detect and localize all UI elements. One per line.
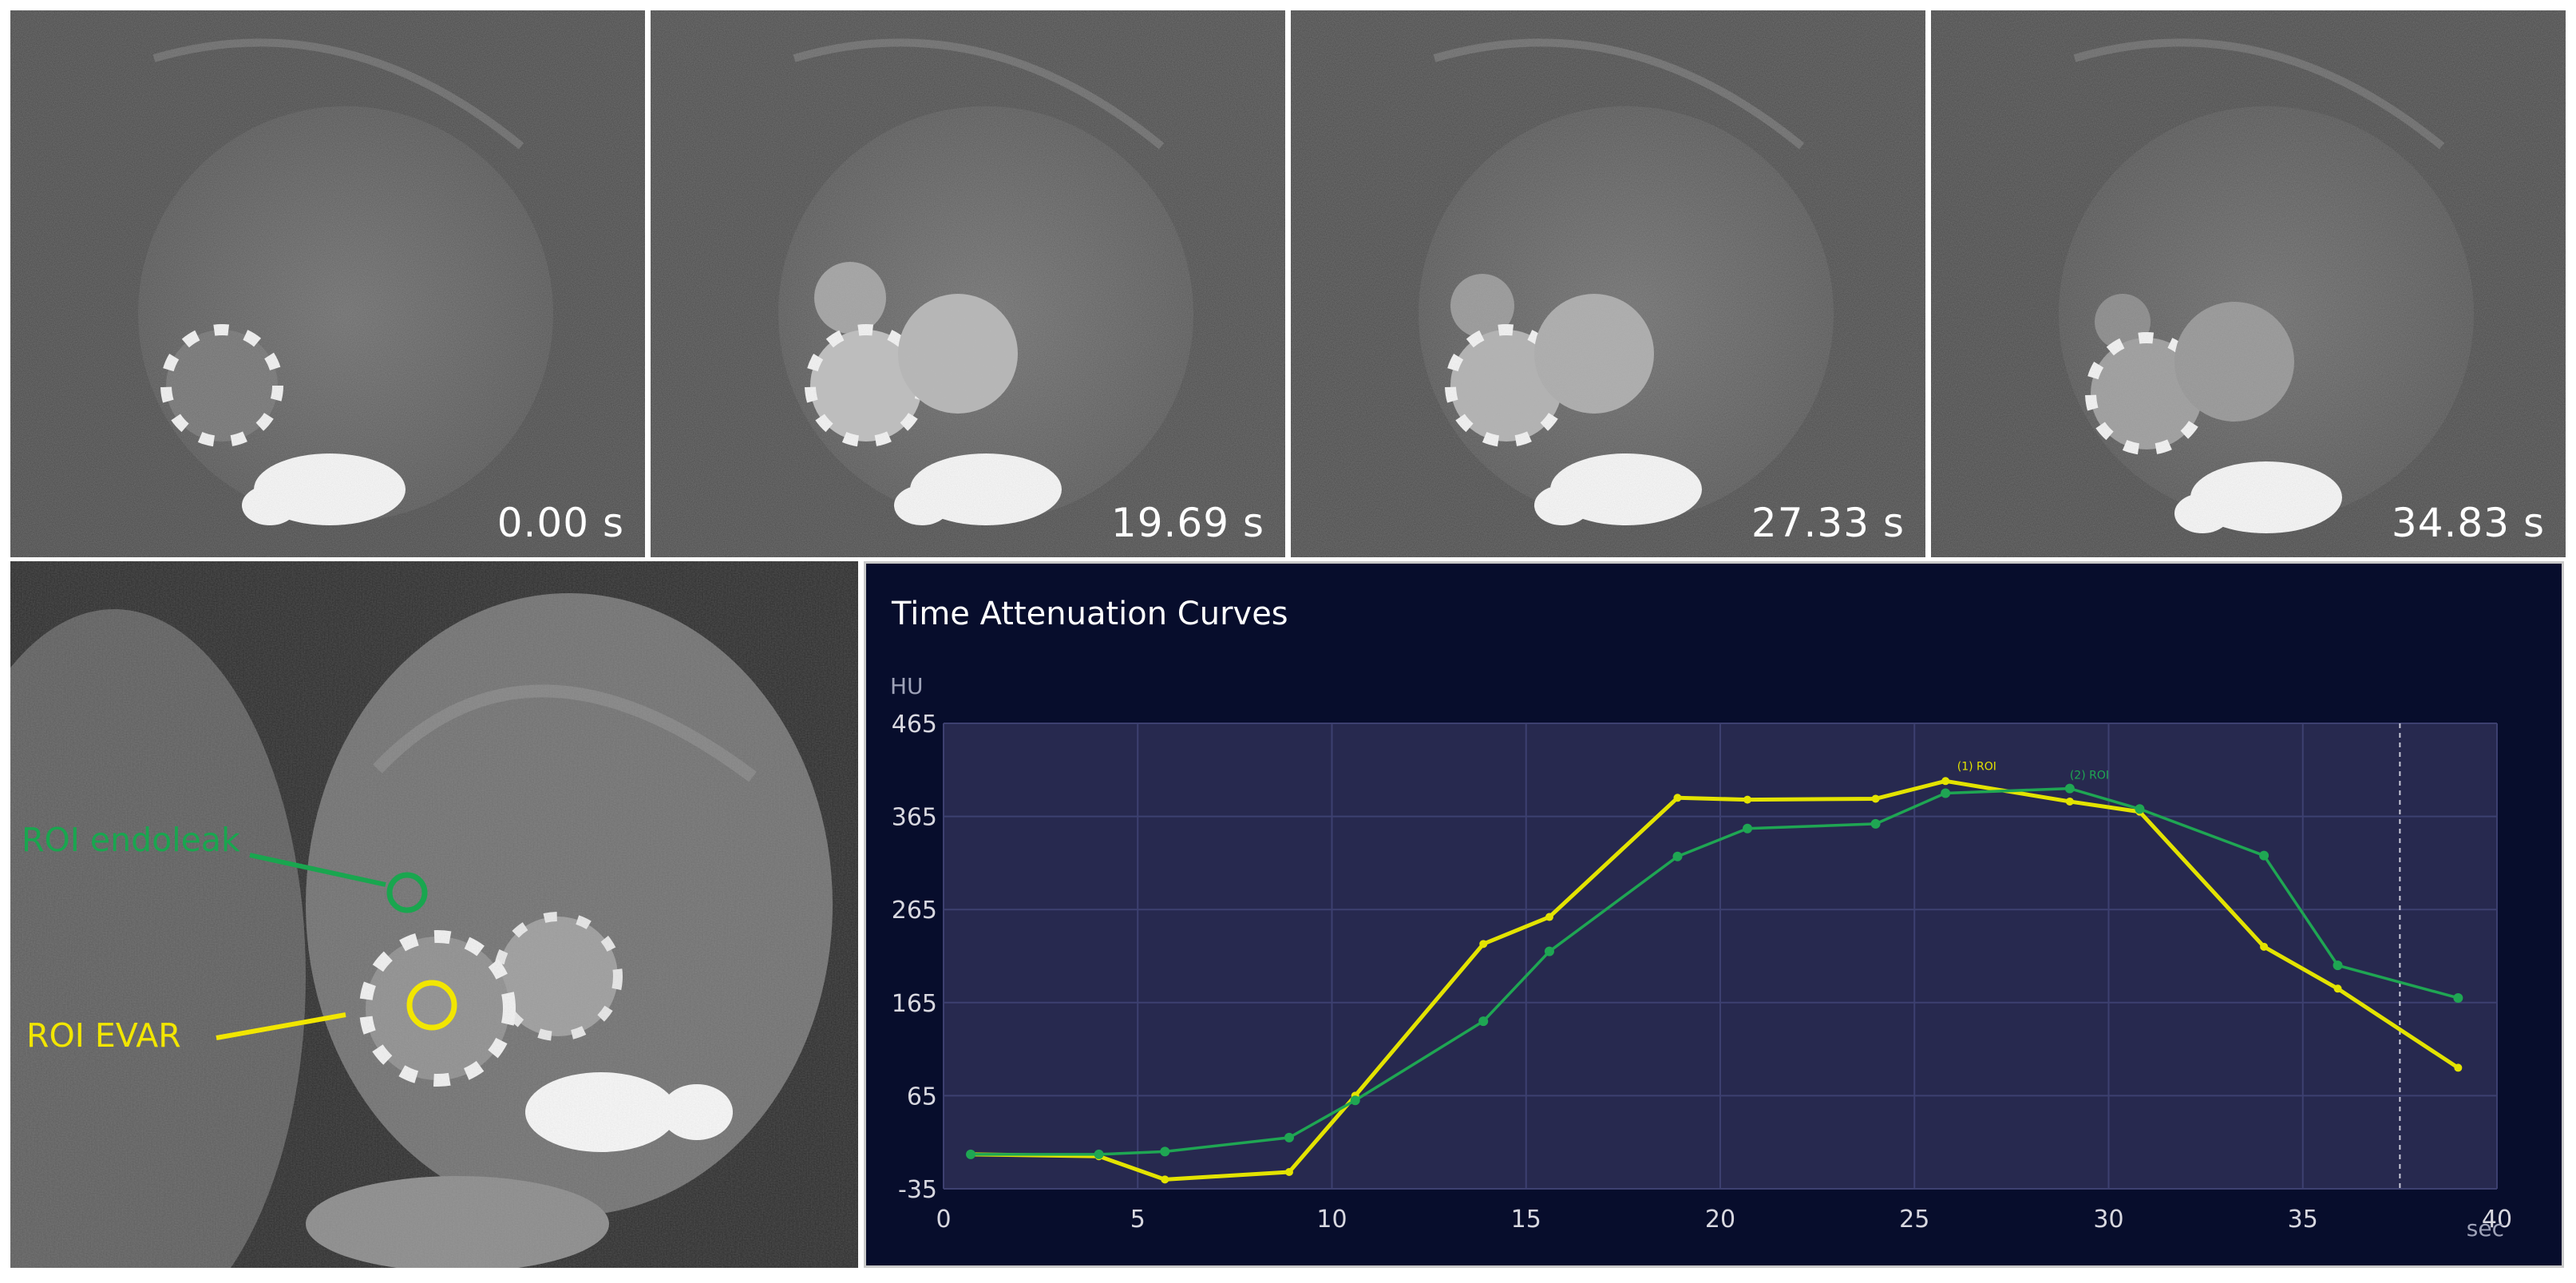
time-attenuation-chart: 0 5 10 15 20 25 30 35 40 -35 65 165 265 365 465 HU sec (1… [890,673,2512,1241]
ct-image [10,561,858,1268]
x-tick-label: 10 [1316,1206,1347,1234]
y-axis-label: HU [890,673,924,699]
y-tick-label: 265 [892,897,937,925]
y-tick-label: 65 [907,1083,937,1111]
x-tick-label: 25 [1899,1206,1929,1234]
data-point [1941,777,1950,786]
ct-frame-19s: 19.69 s [651,10,1285,557]
data-point [1284,1132,1294,1142]
ct-image [651,10,1285,557]
x-tick-label: 15 [1511,1206,1541,1234]
data-point [1743,823,1753,834]
data-point [1161,1175,1169,1184]
data-point [2260,942,2269,951]
data-point [1545,913,1553,921]
roi-marker-label: (1) ROI [1957,760,1996,773]
chart-title: Time Attenuation Curves [892,596,1288,632]
data-point [2259,850,2269,861]
frame-timestamp: 19.69 s [1110,500,1264,546]
data-point [1743,795,1752,804]
x-tick-label: 40 [2482,1206,2512,1234]
data-point [2333,960,2343,971]
roi-marker-label: (2) ROI [2070,770,2109,782]
ct-image [1291,10,1925,557]
x-tick-label: 30 [2093,1206,2123,1234]
x-tick-label: 20 [1705,1206,1735,1234]
data-point [1870,818,1881,829]
ct-frame-0s: 0.00 s [10,10,645,557]
ct-frame-34s: 34.83 s [1931,10,2566,557]
data-point [1871,794,1880,803]
roi-evar-circle [406,980,457,1031]
data-point [1350,1095,1360,1106]
data-point [1478,1016,1489,1027]
data-point [2135,804,2145,814]
data-point [1094,1149,1104,1159]
x-tick-label: 5 [1130,1206,1146,1234]
y-tick-label: 165 [892,990,937,1018]
series-line-1 [971,786,2459,1156]
ct-roi-panel: ROI endoleak ROI EVAR [10,561,858,1268]
data-point [1160,1146,1170,1157]
ct-image [1931,10,2566,557]
roi-evar-leader [216,1012,346,1040]
data-point [1479,940,1488,948]
data-point [2065,797,2074,806]
data-point [1284,1168,1293,1177]
data-point [1673,794,1682,802]
time-attenuation-chart-panel: Time Attenuation Curves 0 5 10 15 20 25 30 35 40… [864,561,2564,1268]
x-axis-label: sec [2467,1215,2504,1241]
roi-endoleak-label: ROI endoleak [22,821,240,859]
y-tick-label: 465 [892,711,937,739]
data-point [966,1149,976,1159]
y-tick-label: -35 [898,1176,937,1204]
roi-endoleak-leader [249,853,386,887]
roi-evar-label: ROI EVAR [26,1016,181,1055]
y-tick-label: 365 [892,804,937,832]
data-point [2333,984,2342,993]
data-point [1544,946,1554,956]
data-point [2453,992,2463,1003]
frame-timestamp: 34.83 s [2391,500,2545,546]
x-tick-label: 35 [2288,1206,2318,1234]
frame-timestamp: 27.33 s [1751,500,1905,546]
data-point [1672,851,1683,861]
roi-endoleak-circle [386,872,428,913]
frame-timestamp: 0.00 s [497,500,624,546]
x-tick-label: 0 [936,1206,951,1234]
data-point [1941,788,1951,798]
data-point [2064,783,2075,794]
series-line-0 [971,778,2459,1182]
data-point [2454,1063,2463,1072]
ct-image [10,10,645,557]
ct-frame-27s: 27.33 s [1291,10,1925,557]
